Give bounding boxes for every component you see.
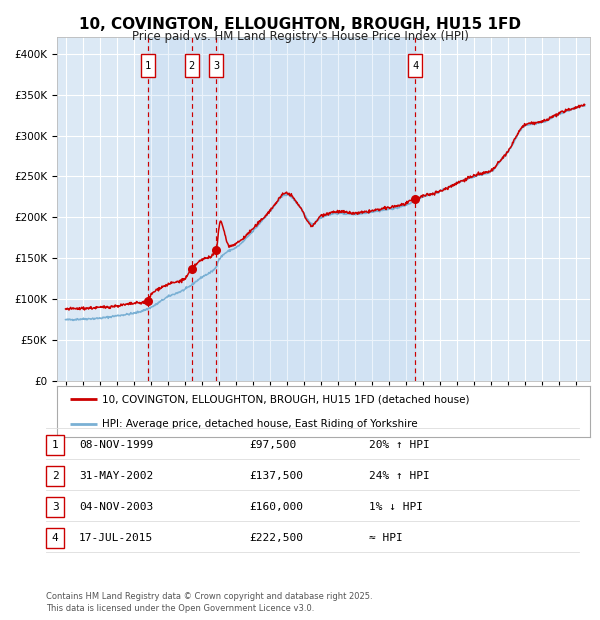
Text: £160,000: £160,000 bbox=[249, 502, 303, 512]
Text: £97,500: £97,500 bbox=[249, 440, 296, 450]
Text: 1% ↓ HPI: 1% ↓ HPI bbox=[369, 502, 423, 512]
Text: 1: 1 bbox=[52, 440, 59, 450]
FancyBboxPatch shape bbox=[209, 55, 223, 78]
Text: 10, COVINGTON, ELLOUGHTON, BROUGH, HU15 1FD (detached house): 10, COVINGTON, ELLOUGHTON, BROUGH, HU15 … bbox=[102, 394, 470, 404]
FancyBboxPatch shape bbox=[408, 55, 422, 78]
Text: £137,500: £137,500 bbox=[249, 471, 303, 481]
Text: Contains HM Land Registry data © Crown copyright and database right 2025.
This d: Contains HM Land Registry data © Crown c… bbox=[46, 591, 373, 613]
Text: 3: 3 bbox=[213, 61, 219, 71]
Text: 4: 4 bbox=[412, 61, 418, 71]
Text: ≈ HPI: ≈ HPI bbox=[369, 533, 403, 543]
Text: 04-NOV-2003: 04-NOV-2003 bbox=[79, 502, 154, 512]
Text: Price paid vs. HM Land Registry's House Price Index (HPI): Price paid vs. HM Land Registry's House … bbox=[131, 30, 469, 43]
Text: HPI: Average price, detached house, East Riding of Yorkshire: HPI: Average price, detached house, East… bbox=[102, 419, 418, 429]
Text: 3: 3 bbox=[52, 502, 59, 512]
Text: 08-NOV-1999: 08-NOV-1999 bbox=[79, 440, 154, 450]
Text: 10, COVINGTON, ELLOUGHTON, BROUGH, HU15 1FD: 10, COVINGTON, ELLOUGHTON, BROUGH, HU15 … bbox=[79, 17, 521, 32]
Text: 20% ↑ HPI: 20% ↑ HPI bbox=[369, 440, 430, 450]
Text: 17-JUL-2015: 17-JUL-2015 bbox=[79, 533, 154, 543]
Text: 1: 1 bbox=[145, 61, 151, 71]
Text: 31-MAY-2002: 31-MAY-2002 bbox=[79, 471, 154, 481]
Text: 2: 2 bbox=[188, 61, 195, 71]
Text: 2: 2 bbox=[52, 471, 59, 481]
Text: 24% ↑ HPI: 24% ↑ HPI bbox=[369, 471, 430, 481]
FancyBboxPatch shape bbox=[141, 55, 155, 78]
Text: £222,500: £222,500 bbox=[249, 533, 303, 543]
FancyBboxPatch shape bbox=[185, 55, 199, 78]
Bar bbox=[148, 37, 415, 381]
Text: 4: 4 bbox=[52, 533, 59, 543]
